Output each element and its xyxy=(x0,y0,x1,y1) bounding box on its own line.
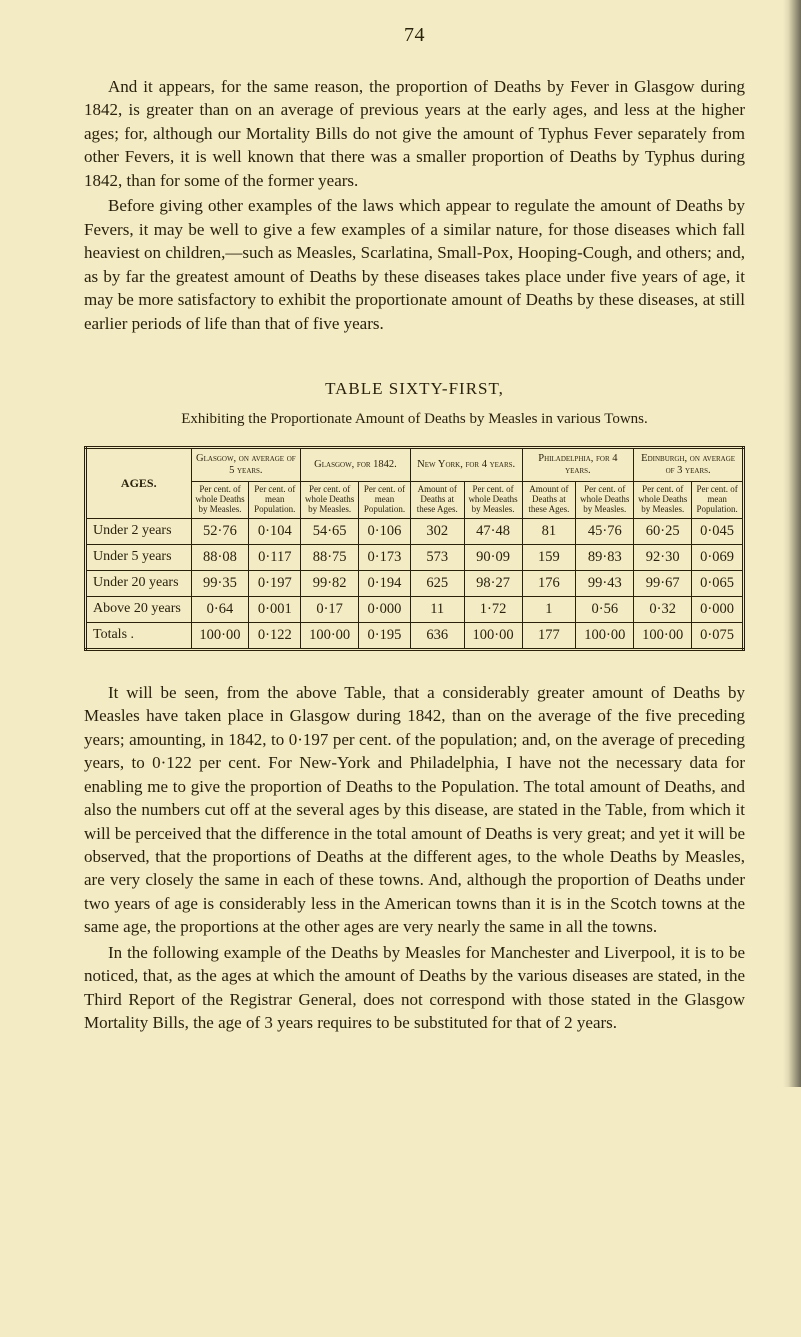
cell: 0·122 xyxy=(249,622,301,649)
row-label: Above 20 years xyxy=(86,596,192,622)
cell: 0·173 xyxy=(359,544,411,570)
cell: 52·76 xyxy=(191,518,249,544)
cell: 99·82 xyxy=(301,570,359,596)
sub-header: Per cent. of mean Population. xyxy=(692,482,744,519)
table-body: Under 2 years 52·76 0·104 54·65 0·106 30… xyxy=(86,518,744,649)
row-label: Under 20 years xyxy=(86,570,192,596)
city-header-2: New York, for 4 years. xyxy=(410,447,522,481)
city-header-1: Glasgow, for 1842. xyxy=(301,447,411,481)
sub-header: Per cent. of whole Deaths by Measles. xyxy=(634,482,692,519)
cell: 625 xyxy=(410,570,464,596)
sub-header: Per cent. of mean Population. xyxy=(359,482,411,519)
table-caption: Exhibiting the Proportionate Amount of D… xyxy=(84,411,745,428)
cell: 11 xyxy=(410,596,464,622)
table-row: Under 5 years 88·08 0·117 88·75 0·173 57… xyxy=(86,544,744,570)
cell: 90·09 xyxy=(464,544,522,570)
spacer xyxy=(84,337,745,351)
row-label: Under 2 years xyxy=(86,518,192,544)
cell: 0·32 xyxy=(634,596,692,622)
cell: 159 xyxy=(522,544,576,570)
paragraph-4: In the following example of the Deaths b… xyxy=(84,941,745,1035)
cell: 54·65 xyxy=(301,518,359,544)
cell: 636 xyxy=(410,622,464,649)
cell: 0·075 xyxy=(692,622,744,649)
cell: 88·75 xyxy=(301,544,359,570)
cell: 92·30 xyxy=(634,544,692,570)
cell: 99·43 xyxy=(576,570,634,596)
sub-header: Per cent. of whole Deaths by Measles. xyxy=(464,482,522,519)
cell: 1 xyxy=(522,596,576,622)
cell: 0·17 xyxy=(301,596,359,622)
cell: 88·08 xyxy=(191,544,249,570)
city-header-4: Edinburgh, on average of 3 years. xyxy=(634,447,744,481)
table-row: Under 2 years 52·76 0·104 54·65 0·106 30… xyxy=(86,518,744,544)
cell: 0·065 xyxy=(692,570,744,596)
cell: 89·83 xyxy=(576,544,634,570)
cell: 45·76 xyxy=(576,518,634,544)
cell: 81 xyxy=(522,518,576,544)
cell: 1·72 xyxy=(464,596,522,622)
sub-header: Per cent. of whole Deaths by Measles. xyxy=(576,482,634,519)
cell: 0·104 xyxy=(249,518,301,544)
cell: 0·195 xyxy=(359,622,411,649)
cell: 0·045 xyxy=(692,518,744,544)
page-container: 74 And it appears, for the same reason, … xyxy=(0,0,801,1087)
cell: 100·00 xyxy=(301,622,359,649)
city-header-0: Glasgow, on average of 5 years. xyxy=(191,447,301,481)
cell: 60·25 xyxy=(634,518,692,544)
cell: 0·000 xyxy=(359,596,411,622)
sub-header: Amount of Deaths at these Ages. xyxy=(522,482,576,519)
sub-header: Per cent. of whole Deaths by Measles. xyxy=(191,482,249,519)
table-title: TABLE SIXTY-FIRST, xyxy=(84,379,745,399)
header-row-cities: AGES. Glasgow, on average of 5 years. Gl… xyxy=(86,447,744,481)
cell: 0·56 xyxy=(576,596,634,622)
cell: 100·00 xyxy=(576,622,634,649)
cell: 0·000 xyxy=(692,596,744,622)
cell: 0·194 xyxy=(359,570,411,596)
sub-header: Per cent. of whole Deaths by Measles. xyxy=(301,482,359,519)
cell: 100·00 xyxy=(191,622,249,649)
table-row: Under 20 years 99·35 0·197 99·82 0·194 6… xyxy=(86,570,744,596)
city-header-3: Philadelphia, for 4 years. xyxy=(522,447,634,481)
cell: 0·197 xyxy=(249,570,301,596)
cell: 0·001 xyxy=(249,596,301,622)
cell: 99·35 xyxy=(191,570,249,596)
paragraph-2: Before giving other examples of the laws… xyxy=(84,194,745,335)
stub-header: AGES. xyxy=(86,447,192,518)
paragraph-3: It will be seen, from the above Table, t… xyxy=(84,681,745,939)
cell: 0·117 xyxy=(249,544,301,570)
sub-header: Per cent. of mean Population. xyxy=(249,482,301,519)
cell: 100·00 xyxy=(634,622,692,649)
sub-header: Amount of Deaths at these Ages. xyxy=(410,482,464,519)
cell: 0·106 xyxy=(359,518,411,544)
cell: 100·00 xyxy=(464,622,522,649)
cell: 176 xyxy=(522,570,576,596)
cell: 302 xyxy=(410,518,464,544)
cell: 0·069 xyxy=(692,544,744,570)
paragraph-1: And it appears, for the same reason, the… xyxy=(84,75,745,192)
cell: 573 xyxy=(410,544,464,570)
cell: 0·64 xyxy=(191,596,249,622)
measles-table: AGES. Glasgow, on average of 5 years. Gl… xyxy=(84,446,745,651)
table-row-totals: Totals . 100·00 0·122 100·00 0·195 636 1… xyxy=(86,622,744,649)
cell: 177 xyxy=(522,622,576,649)
cell: 99·67 xyxy=(634,570,692,596)
row-label: Under 5 years xyxy=(86,544,192,570)
page-number: 74 xyxy=(84,24,745,47)
cell: 47·48 xyxy=(464,518,522,544)
row-label: Totals . xyxy=(86,622,192,649)
table-row: Above 20 years 0·64 0·001 0·17 0·000 11 … xyxy=(86,596,744,622)
cell: 98·27 xyxy=(464,570,522,596)
